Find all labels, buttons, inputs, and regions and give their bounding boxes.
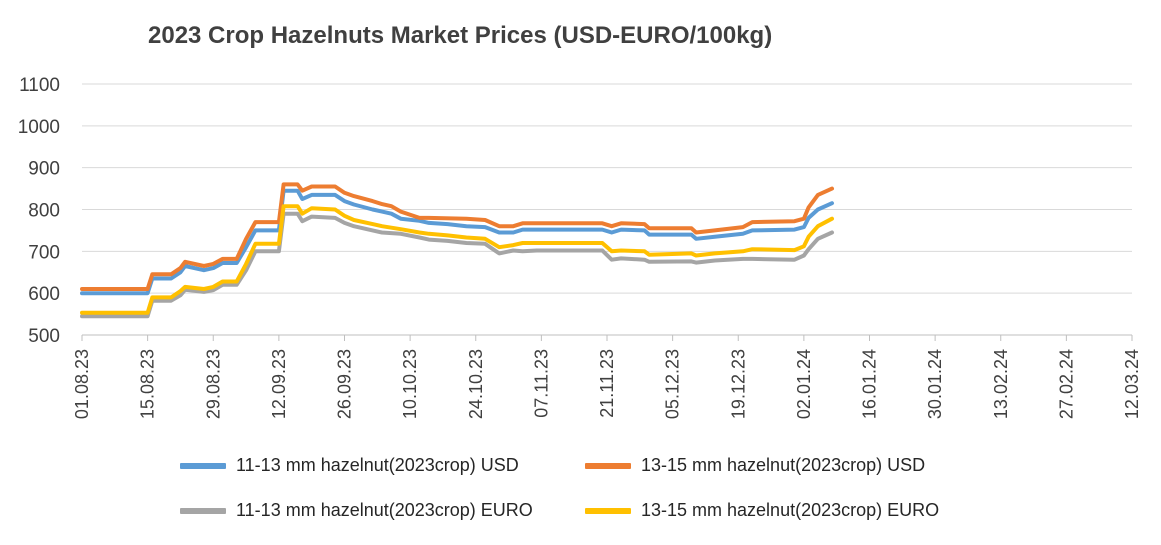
series-line-2 [80,182,834,291]
y-tick-label-800: 800 [28,201,60,222]
legend-swatch-series-2 [585,462,631,469]
legend-item-series-4: 13-15 mm hazelnut(2023crop) EURO [585,500,939,521]
x-tick-label-12.09.23: 12.09.23 [269,349,289,419]
x-tick-label-01.08.23: 01.08.23 [72,349,92,419]
chart-legend: 11-13 mm hazelnut(2023crop) USD 13-15 mm… [180,455,1060,535]
legend-label-series-1: 11-13 mm hazelnut(2023crop) USD [236,455,519,475]
x-tick-label-02.01.24: 02.01.24 [794,349,814,419]
series-line-1 [80,188,834,296]
legend-item-series-3: 11-13 mm hazelnut(2023crop) EURO [180,500,533,521]
y-tick-label-600: 600 [28,284,60,305]
legend-item-series-1: 11-13 mm hazelnut(2023crop) USD [180,455,519,476]
legend-swatch-series-3 [180,507,226,514]
x-tick-label-30.01.24: 30.01.24 [925,349,945,419]
legend-swatch-series-4 [585,507,631,514]
x-tick-label-15.08.23: 15.08.23 [138,349,158,419]
series-line-4 [80,204,834,315]
chart-title: 2023 Crop Hazelnuts Market Prices (USD-E… [148,22,773,49]
legend-label-series-3: 11-13 mm hazelnut(2023crop) EURO [236,500,533,520]
x-tick-label-10.10.23: 10.10.23 [400,349,420,419]
x-tick-label-27.02.24: 27.02.24 [1056,349,1076,419]
legend-item-series-2: 13-15 mm hazelnut(2023crop) USD [585,455,925,476]
x-tick-label-21.11.23: 21.11.23 [597,349,617,418]
x-tick-label-05.12.23: 05.12.23 [663,349,683,419]
x-tick-label-12.03.24: 12.03.24 [1122,349,1142,419]
legend-label-series-4: 13-15 mm hazelnut(2023crop) EURO [641,500,940,520]
x-tick-label-29.08.23: 29.08.23 [203,349,223,419]
x-tick-label-24.10.23: 24.10.23 [466,349,486,419]
x-tick-label-07.11.23: 07.11.23 [531,349,551,418]
y-tick-label-900: 900 [28,159,60,180]
y-tick-label-500: 500 [28,326,60,347]
y-tick-label-700: 700 [28,242,60,263]
x-tick-label-26.09.23: 26.09.23 [335,349,355,419]
x-tick-label-19.12.23: 19.12.23 [728,349,748,419]
legend-label-series-2: 13-15 mm hazelnut(2023crop) USD [641,455,926,475]
legend-swatch-series-1 [180,462,226,469]
y-tick-label-1100: 1100 [19,75,60,96]
x-tick-label-16.01.24: 16.01.24 [860,349,880,419]
y-tick-label-1000: 1000 [18,117,60,138]
x-tick-label-13.02.24: 13.02.24 [991,349,1011,419]
series-line-3 [80,211,834,319]
